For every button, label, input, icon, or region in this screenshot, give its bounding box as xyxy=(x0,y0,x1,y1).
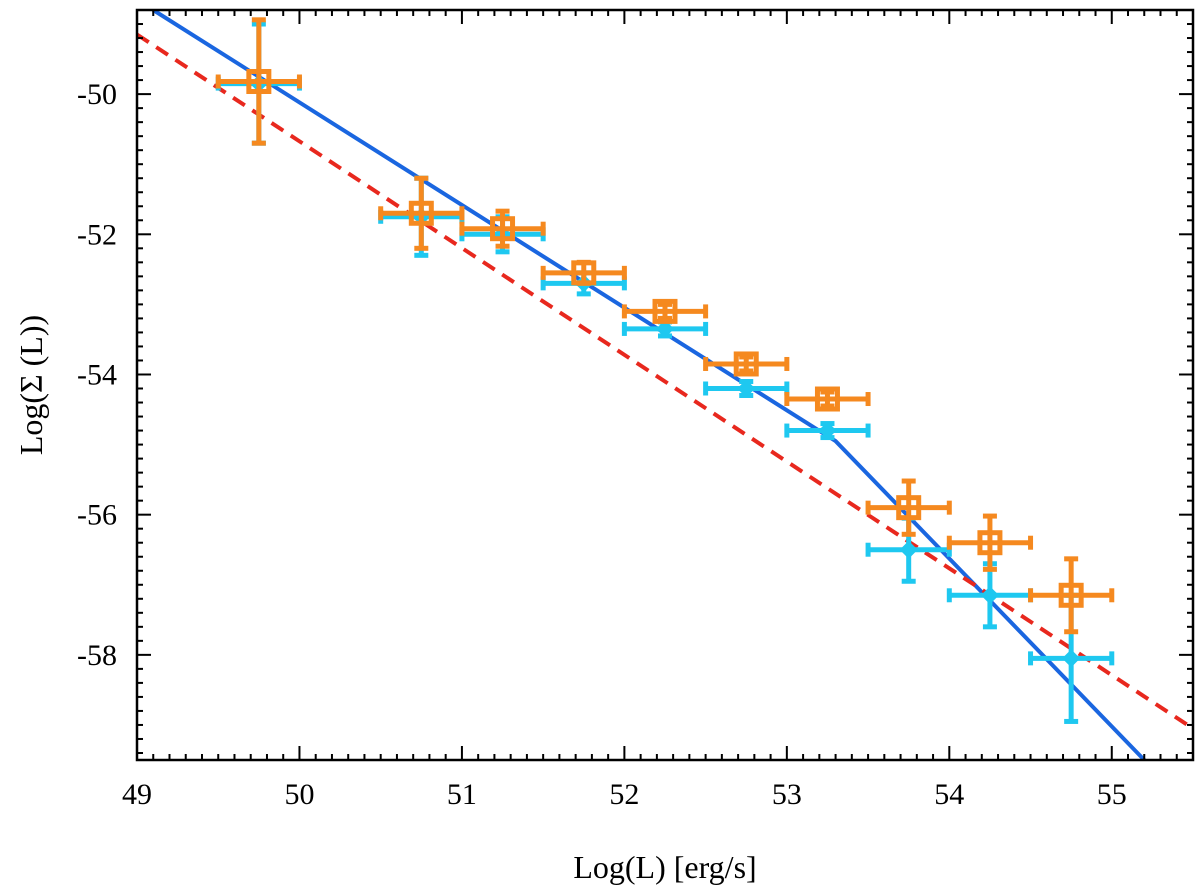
orange-square-point xyxy=(459,208,546,249)
orange-square-point xyxy=(865,478,952,537)
orange-square-point xyxy=(1028,556,1115,635)
diamond-marker xyxy=(1062,649,1081,668)
square-marker xyxy=(814,386,840,412)
cyan-diamond-point xyxy=(703,378,790,399)
y-tick-label: -52 xyxy=(77,218,117,251)
tick-labels: 49 50 51 52 53 54 55 -50 -52 -54 -56 -58 xyxy=(77,78,1127,811)
y-tick-label: -56 xyxy=(77,499,117,532)
x-tick-label: 53 xyxy=(772,778,802,811)
diamond-marker xyxy=(656,319,674,338)
cyan-diamond-point xyxy=(621,319,709,339)
square-marker xyxy=(408,200,434,226)
square-marker xyxy=(733,351,759,377)
x-axis-label: Log(L) [erg/s] xyxy=(573,849,756,885)
cyan-diamond-point xyxy=(784,421,871,441)
blue-solid-fit-line xyxy=(152,10,1146,760)
plot-frame xyxy=(135,8,1195,762)
orange-square-point xyxy=(784,386,871,412)
diamond-marker xyxy=(737,379,756,398)
x-tick-label: 49 xyxy=(122,778,152,811)
x-tick-label: 54 xyxy=(934,778,964,811)
diamond-marker xyxy=(899,540,918,559)
y-axis-label: Log(Σ (L)) xyxy=(13,315,49,455)
square-marker xyxy=(652,298,678,324)
axis-ticks xyxy=(136,9,1194,760)
red-dashed-fit-line xyxy=(137,32,1193,731)
x-tick-label: 52 xyxy=(609,778,639,811)
y-tick-label: -54 xyxy=(77,358,117,391)
x-tick-label: 51 xyxy=(447,778,477,811)
x-tick-label: 55 xyxy=(1097,778,1127,811)
orange-square-point xyxy=(621,298,709,324)
orange-square-point xyxy=(703,351,790,377)
data-points xyxy=(215,17,1115,724)
diamond-marker xyxy=(818,421,837,440)
y-tick-label: -58 xyxy=(77,639,117,672)
square-marker xyxy=(571,260,597,286)
orange-square-point xyxy=(215,17,302,146)
square-marker xyxy=(490,216,516,242)
cyan-diamond-point xyxy=(865,515,952,584)
square-marker xyxy=(246,68,272,94)
orange-square-point xyxy=(540,259,627,286)
fit-lines xyxy=(137,10,1193,760)
orange-square-point xyxy=(946,513,1034,572)
y-tick-label: -50 xyxy=(77,78,117,111)
orange-square-point xyxy=(378,175,465,251)
square-marker xyxy=(977,530,1003,556)
square-marker xyxy=(1058,582,1084,608)
square-marker xyxy=(896,495,922,521)
x-tick-label: 50 xyxy=(284,778,314,811)
diamond-marker xyxy=(980,586,999,605)
